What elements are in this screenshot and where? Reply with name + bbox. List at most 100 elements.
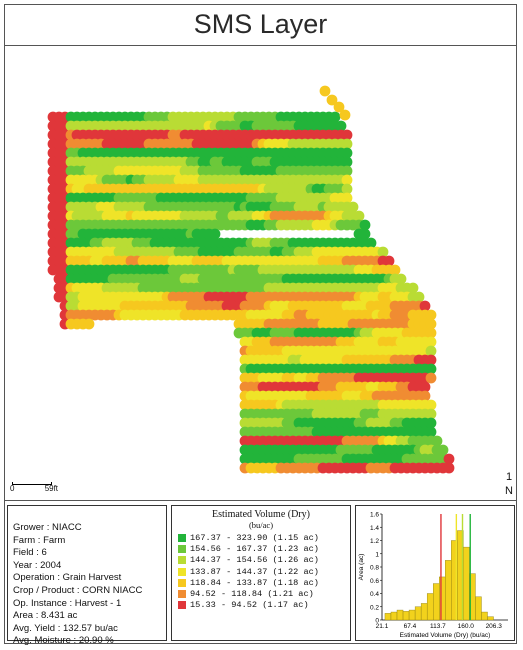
north-arrow: 1 N [505,470,513,498]
legend-range: 167.37 - 323.90 (1.15 ac) [190,532,319,543]
legend-item: 118.84 - 133.87 (1.18 ac) [172,577,350,588]
yield-point [335,120,347,132]
y-tick-label: 0.2 [370,604,379,611]
legend-swatch [178,601,186,610]
y-tick-label: 0.6 [370,578,379,585]
legend-title: Estimated Volume (Dry) [212,509,310,520]
yield-point [347,201,359,213]
yield-point [341,138,353,150]
y-tick-label: 1 [375,551,379,558]
y-tick-label: 0.8 [370,565,379,572]
legend-range: 94.52 - 118.84 (1.21 ac) [190,589,314,600]
histogram-panel: 0 0.2 0.4 0.6 0.8 1 1.2 1.4 1.6 21.1 67.4 113.7 160.… [355,505,515,641]
histogram-bar [439,576,446,621]
scale-end-label: 59ft [44,484,59,493]
x-tick-label: 21.1 [376,623,389,630]
yield-point [353,210,365,222]
yield-point [425,417,437,429]
yield-point [407,282,419,294]
legend-range: 118.84 - 133.87 (1.18 ac) [190,577,319,588]
legend-item: 144.37 - 154.56 (1.26 ac) [172,555,350,566]
page-title: SMS Layer [4,4,517,46]
legend-panel: Estimated Volume (Dry) (bu/ac) 167.37 - … [171,505,351,641]
yield-point [425,318,437,330]
yield-point [425,372,437,384]
legend-range: 154.56 - 167.37 (1.23 ac) [190,543,319,554]
scale-start-label: 0 [10,484,15,493]
yield-point [419,300,431,312]
yield-point [389,264,401,276]
legend-unit: (bu/ac) [248,520,274,530]
legend-swatch [178,567,186,576]
yield-point [83,318,95,330]
yield-point [437,444,449,456]
legend-item: 154.56 - 167.37 (1.23 ac) [172,543,350,554]
yield-point [425,408,437,420]
legend-swatch [178,533,186,542]
legend-range: 15.33 - 94.52 (1.17 ac) [190,600,309,611]
histogram-bar [384,613,392,621]
yield-point [339,109,351,121]
y-tick-label: 1.4 [370,525,379,532]
yield-point [425,363,437,375]
legend-swatch [178,556,186,565]
histogram-bar [475,596,482,621]
info-line: Grower : NIACC [13,522,82,533]
yield-point [341,183,353,195]
harvest-passes [47,85,455,474]
legend-swatch [178,544,186,553]
yield-point [359,219,371,231]
yield-point [425,426,437,438]
yield-point [419,381,431,393]
yield-point [341,174,353,186]
yield-point [425,354,437,366]
north-label: N [505,485,513,497]
info-line: Avg. Yield : 132.57 bu/ac [13,622,118,634]
y-tick-label: 1.6 [370,512,379,519]
info-line: Area : 8.431 ac [13,610,78,622]
yield-point [365,237,377,249]
x-tick-label: 206.3 [486,623,503,630]
yield-point [341,129,353,141]
info-line: Farm : Farm [13,534,66,546]
histogram-bar [433,583,440,621]
yield-point [341,192,353,204]
legend-swatch [178,578,186,587]
yield-point [319,85,331,97]
histogram-bar [402,611,410,621]
legend-range: 144.37 - 154.56 (1.26 ac) [190,555,319,566]
y-tick-label: 0.4 [370,591,379,598]
x-tick-label: 113.7 [430,623,446,630]
legend-item: 167.37 - 323.90 (1.15 ac) [172,532,350,543]
histogram-bar [420,603,428,621]
yield-point [419,390,431,402]
histogram-bar [481,611,488,621]
north-value: 1 [505,471,513,483]
yield-point [443,453,455,465]
bottom-panel: Grower : NIACC Farm : Farm Field : 6 Yea… [4,500,517,646]
yield-map [47,85,455,474]
legend-item: 15.33 - 94.52 (1.17 ac) [172,600,350,611]
histogram-bar [390,611,398,621]
yield-point [341,156,353,168]
yield-point [425,336,437,348]
histogram-bar [445,560,452,621]
legend-range: 133.87 - 144.37 (1.22 ac) [190,566,319,577]
info-line: Op. Instance : Harvest - 1 [13,597,122,609]
histogram-bar [487,616,494,621]
page-frame [4,4,517,644]
yield-point [209,228,221,240]
yield-point [359,228,371,240]
y-axis-label: Area (ac) [358,554,365,581]
yield-point [329,111,341,123]
yield-point [377,246,389,258]
legend-item: 94.52 - 118.84 (1.21 ac) [172,588,350,599]
yield-point [425,399,437,411]
yield-point [341,165,353,177]
histogram-bar [426,593,434,621]
info-line: Avg. Moisture : 20.90 % [13,635,114,647]
x-axis-label: Estimated Volume (Dry) (bu/ac) [400,632,491,639]
yield-point [383,255,395,267]
yield-point [341,147,353,159]
field-info-panel: Grower : NIACC Farm : Farm Field : 6 Yea… [7,505,167,646]
